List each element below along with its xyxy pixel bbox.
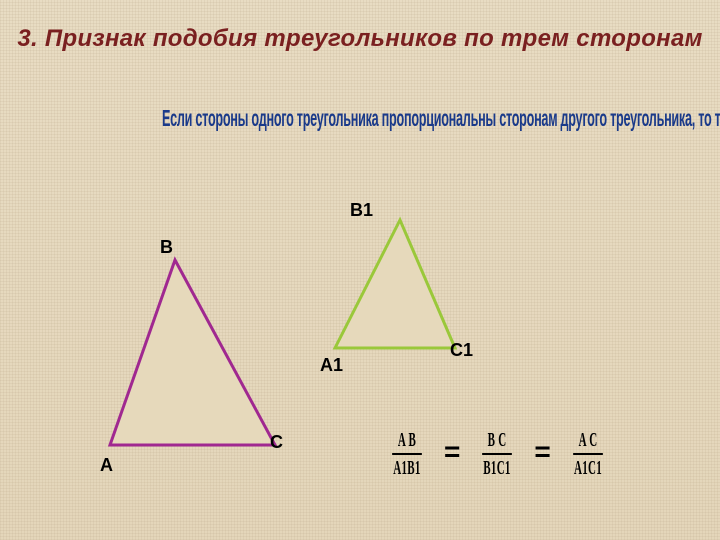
ratio-bc: B C B1C1: [483, 430, 513, 478]
ratio-numerator: A C: [578, 430, 597, 450]
vertex-label-b1: B1: [350, 200, 373, 221]
vertex-label-c1: C1: [450, 340, 473, 361]
vertex-label-b: B: [160, 237, 173, 258]
equals-sign: =: [444, 436, 460, 468]
vertex-label-c: C: [270, 432, 283, 453]
fraction-bar: [573, 453, 603, 455]
ratio-numerator: B C: [488, 430, 507, 450]
vertex-label-a: A: [100, 455, 113, 476]
ratio-denominator: A1B1: [393, 458, 420, 478]
triangle-a1b1c1: [335, 220, 455, 348]
fraction-bar: [483, 453, 513, 455]
ratio-ac: A C A1C1: [573, 430, 603, 478]
triangle-abc: [110, 260, 275, 445]
equals-sign: =: [534, 436, 550, 468]
ratio-denominator: B1C1: [484, 458, 511, 478]
vertex-label-a1: A1: [320, 355, 343, 376]
ratio-ab: A B A1B1: [392, 430, 422, 478]
ratio-numerator: A B: [398, 430, 416, 450]
proportion-equation: A B A1B1 = B C B1C1 = A C A1C1: [380, 430, 615, 478]
fraction-bar: [392, 453, 422, 455]
ratio-denominator: A1C1: [574, 458, 602, 478]
